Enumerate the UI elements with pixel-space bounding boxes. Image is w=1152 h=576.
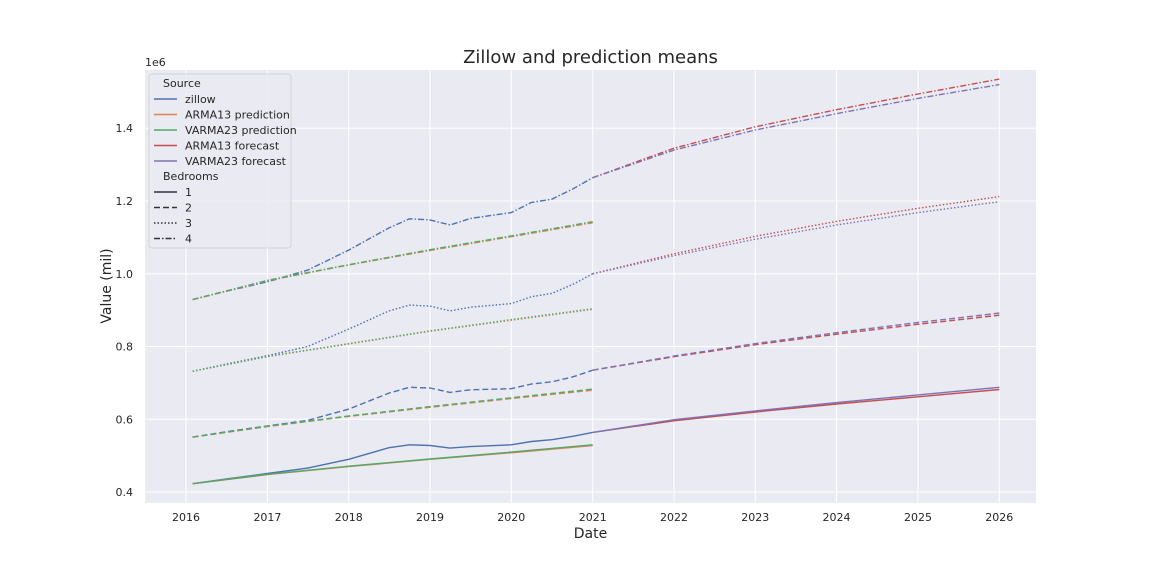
series-line-zillow-4br [192, 177, 594, 301]
legend-label: zillow [185, 93, 216, 106]
series-line-varma23-forecast-4br [592, 83, 1000, 179]
x-tick-label: 2022 [660, 511, 688, 524]
y-tick-label: 0.4 [116, 486, 134, 499]
x-tick-label: 2026 [985, 511, 1013, 524]
legend-style-entries: 1 2 3 4 [154, 186, 192, 246]
series-line-varma23-forecast-2br [592, 312, 1000, 371]
plot-background [145, 70, 1036, 503]
series-line-zillow-2br [192, 369, 593, 438]
x-tick-label: 2025 [904, 511, 932, 524]
y-tick-label: 1.0 [116, 268, 134, 281]
series-line-varma23-forecast-1br [592, 386, 1000, 434]
legend-frame [148, 73, 292, 249]
legend-label: 4 [185, 233, 192, 246]
y-tick-label: 1.2 [116, 195, 134, 208]
x-tick-label: 2024 [823, 511, 851, 524]
series-line-varma23-forecast-3br [592, 201, 1000, 275]
y-tick-label: 1.4 [116, 122, 134, 135]
y-offset-label: 1e6 [145, 56, 166, 69]
series-line-varma23-prediction-4br [192, 221, 593, 301]
series-lines [192, 78, 1000, 485]
grid-lines [145, 70, 1036, 503]
x-axis-label: Date [574, 526, 607, 542]
legend-label: VARMA23 prediction [185, 124, 297, 137]
legend-hue-title: Source [163, 77, 201, 90]
series-line-arma13-forecast-4br [592, 78, 1000, 179]
legend-style-title: Bedrooms [163, 170, 219, 183]
x-tick-label: 2018 [335, 511, 363, 524]
x-tick-label: 2019 [416, 511, 444, 524]
x-tick-label: 2023 [741, 511, 769, 524]
legend-label: ARMA13 forecast [185, 140, 280, 153]
legend-label: ARMA13 prediction [185, 109, 290, 122]
x-tick-label: 2017 [253, 511, 281, 524]
legend-label: 3 [185, 217, 192, 230]
tick-labels: 2016 2017 2018 2019 2020 2021 2022 2023 2024 2025… [116, 122, 1014, 524]
x-tick-label: 2020 [497, 511, 525, 524]
y-tick-label: 0.8 [116, 341, 134, 354]
legend-label: 1 [185, 186, 192, 199]
x-tick-label: 2016 [172, 511, 200, 524]
y-tick-label: 0.6 [116, 413, 134, 426]
legend-label: VARMA23 forecast [185, 155, 287, 168]
y-axis-label: Value (mil) [99, 248, 115, 323]
series-line-varma23-prediction-2br [192, 388, 593, 438]
x-tick-label: 2021 [579, 511, 607, 524]
legend-hue-entries: zillow ARMA13 prediction VARMA23 predictio… [154, 93, 297, 168]
legend: Source zillow ARMA13 prediction VARMA23 pr… [148, 73, 297, 249]
chart-title: Zillow and prediction means [463, 47, 718, 68]
series-line-arma13-forecast-1br [592, 388, 1000, 434]
series-line-varma23-prediction-1br [192, 444, 593, 485]
series-line-zillow-1br [192, 431, 593, 485]
legend-label: 2 [185, 202, 192, 215]
series-line-varma23-prediction-3br [192, 308, 593, 372]
